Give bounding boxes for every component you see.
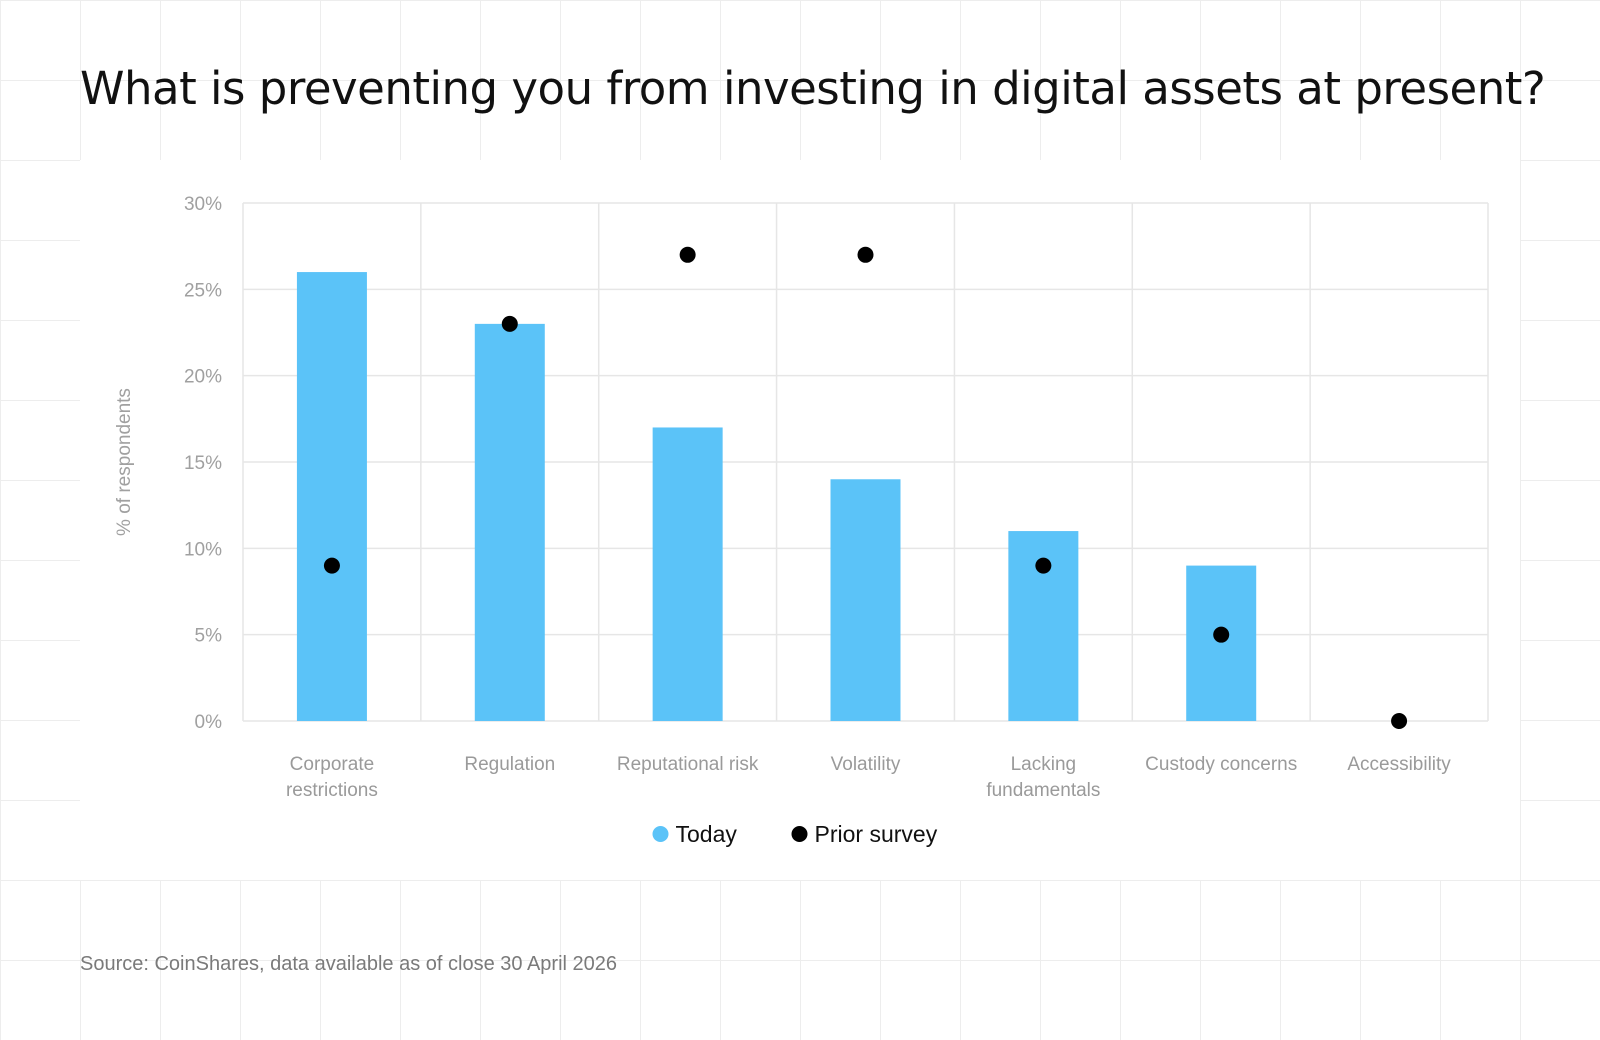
bar-today: [474, 323, 545, 721]
y-tick-label: 30%: [184, 194, 222, 215]
dot-prior-survey: [1391, 713, 1408, 729]
prior-survey-dots: [323, 246, 1408, 729]
x-category-label: Accessibility: [1347, 754, 1451, 775]
y-tick-label: 25%: [184, 280, 222, 301]
x-category-label: Corporate restrictions: [286, 754, 378, 801]
bar-today: [652, 427, 723, 721]
legend-today-label: Today: [676, 821, 738, 847]
x-category-label: Volatility: [831, 754, 901, 775]
y-tick-label: 5%: [195, 626, 223, 647]
x-axis-categories: Corporate restrictions Regulation Reputatio…: [286, 754, 1451, 801]
x-category-label: Regulation: [464, 754, 555, 775]
source-note: Source: CoinShares, data available as of…: [80, 953, 618, 975]
y-tick-label: 0%: [195, 712, 223, 733]
y-axis-label: % of respondents: [114, 388, 135, 536]
legend-today-swatch: [652, 826, 669, 842]
dot-prior-survey: [501, 315, 518, 332]
y-tick-label: 10%: [184, 539, 222, 560]
x-category-label: Custody concerns: [1145, 754, 1297, 775]
today-bars: [296, 272, 1257, 721]
bar-today: [296, 272, 367, 721]
dot-prior-survey: [679, 246, 696, 263]
page-title: What is preventing you from investing in…: [80, 62, 1546, 115]
x-category-label: Reputational risk: [617, 754, 759, 775]
dot-prior-survey: [1035, 557, 1052, 574]
legend: Today Prior survey: [652, 821, 938, 847]
dot-prior-survey: [323, 557, 340, 574]
bar-today: [1186, 565, 1257, 721]
y-tick-label: 15%: [184, 453, 222, 474]
legend-prior-swatch: [791, 826, 808, 842]
dot-prior-survey: [1213, 626, 1230, 643]
x-category-label: Lacking fundamentals: [986, 754, 1100, 801]
y-axis-ticks: 0% 5% 10% 15% 20% 25% 30%: [184, 194, 222, 733]
dot-prior-survey: [857, 246, 874, 263]
y-tick-label: 20%: [184, 367, 222, 388]
bar-today: [830, 479, 901, 721]
legend-prior-label: Prior survey: [815, 821, 938, 847]
grid-lines: [242, 202, 1489, 722]
